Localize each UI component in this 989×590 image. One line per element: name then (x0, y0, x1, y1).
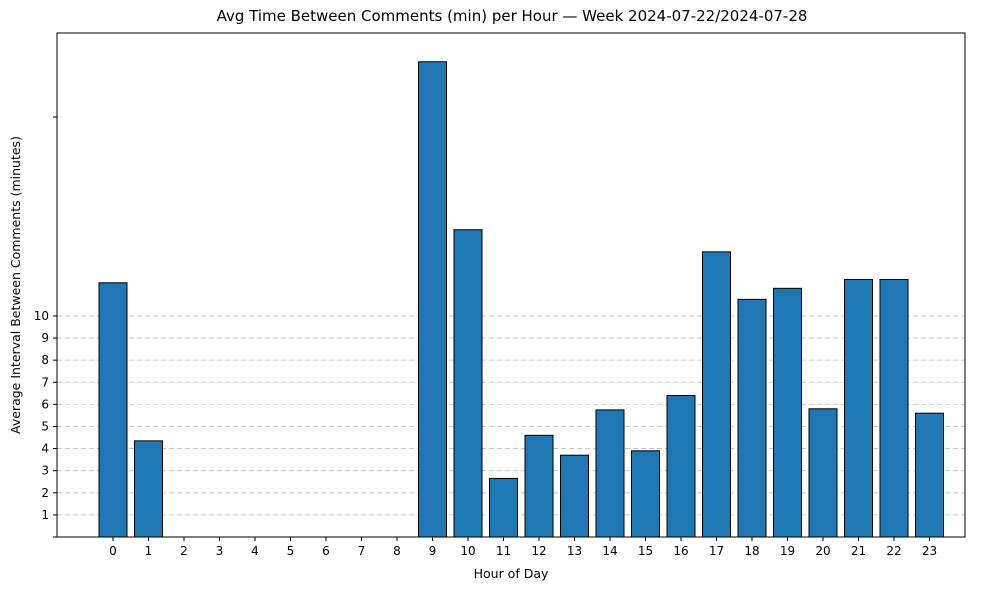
x-tick-label: 17 (709, 544, 724, 558)
y-axis-ticks: 1 2 3 4 5 6 7 8 9 10 (34, 116, 57, 538)
x-tick-label: 6 (322, 544, 330, 558)
x-tick-label: 5 (287, 544, 295, 558)
x-tick-label: 7 (358, 544, 366, 558)
x-tick-label: 9 (429, 544, 437, 558)
y-tick-label: 3 (41, 464, 49, 478)
bar-hour-22 (879, 278, 909, 538)
bars (98, 61, 944, 538)
bar-hour-17 (702, 251, 731, 538)
x-tick-label: 18 (744, 544, 759, 558)
bar-hour-19 (773, 287, 802, 538)
bar-hour-1 (134, 440, 163, 538)
x-tick-label: 8 (393, 544, 401, 558)
y-tick-label: 2 (41, 486, 49, 500)
x-axis-ticks: 0 1 2 3 4 5 6 7 8 9 10 11 12 13 14 15 16 17 18 19 20 21 22 23 (109, 537, 937, 558)
y-axis-label: Average Interval Between Comments (minut… (8, 136, 23, 434)
x-tick-label: 3 (216, 544, 224, 558)
x-tick-label: 20 (815, 544, 830, 558)
bar-hour-16 (666, 395, 696, 538)
x-tick-label: 4 (251, 544, 259, 558)
x-tick-label: 15 (638, 544, 653, 558)
bar-hour-12 (524, 434, 554, 538)
y-tick-label: 7 (41, 375, 49, 389)
y-tick-label: 10 (34, 309, 49, 323)
bar-hour-21 (844, 278, 873, 538)
bar-hour-0 (98, 282, 128, 538)
x-tick-label: 0 (109, 544, 117, 558)
x-tick-label: 22 (886, 544, 901, 558)
bar-hour-20 (808, 408, 838, 538)
y-tick-label: 6 (41, 397, 49, 411)
x-axis-label: Hour of Day (474, 566, 549, 581)
plot-frame (56, 32, 966, 538)
x-tick-label: 19 (780, 544, 795, 558)
x-tick-label: 23 (922, 544, 937, 558)
bar-hour-11 (489, 477, 518, 538)
y-tick-label: 1 (41, 508, 49, 522)
chart-title: Avg Time Between Comments (min) per Hour… (217, 7, 808, 25)
bar-hour-13 (560, 454, 589, 538)
x-tick-label: 10 (460, 544, 475, 558)
bar-hour-18 (737, 298, 767, 538)
bar-hour-9 (418, 61, 447, 538)
x-tick-label: 21 (851, 544, 866, 558)
x-tick-label: 1 (145, 544, 153, 558)
bar-hour-23 (915, 412, 944, 538)
y-tick-label: 4 (41, 442, 49, 456)
x-tick-label: 11 (496, 544, 511, 558)
y-tick-label: 9 (41, 331, 49, 345)
y-tick-label: 8 (41, 353, 49, 367)
bar-hour-14 (595, 409, 625, 538)
x-tick-label: 12 (531, 544, 546, 558)
bar-hour-10 (453, 229, 483, 538)
bar-hour-15 (631, 450, 660, 538)
x-tick-label: 13 (567, 544, 582, 558)
x-tick-label: 16 (673, 544, 688, 558)
x-tick-label: 14 (602, 544, 617, 558)
x-tick-label: 2 (180, 544, 188, 558)
y-tick-label: 5 (41, 419, 49, 433)
